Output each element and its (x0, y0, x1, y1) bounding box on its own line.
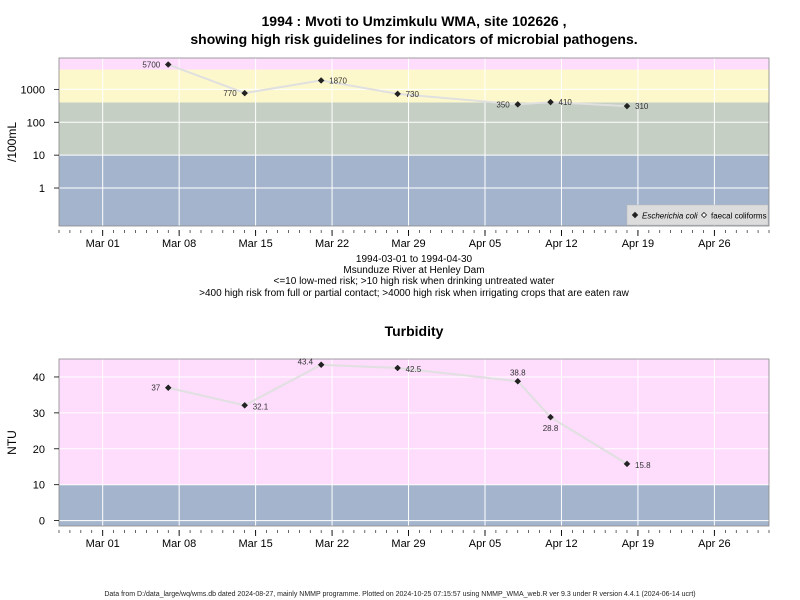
plot-frame (58, 57, 770, 227)
legend-marker-open (700, 211, 708, 219)
chart-subtitle: Msunduze River at Henley Dam (343, 265, 484, 276)
plot-frame (58, 358, 770, 527)
x-tick-label: Mar 29 (391, 538, 425, 550)
x-tick-label: Apr 05 (469, 538, 501, 550)
y-axis-title: /100mL (5, 122, 19, 162)
legend: Escherichia coli faecal coliforms (626, 204, 769, 226)
data-label: 15.8 (635, 461, 651, 470)
x-tick-label: Apr 19 (622, 538, 654, 550)
x-tick-label: Mar 08 (162, 238, 196, 250)
microbial-chart: 1994 : Mvoti to Umzimkulu WMA, site 1026… (5, 13, 770, 299)
risk-band (59, 359, 769, 485)
data-label: 5700 (142, 61, 160, 70)
data-label: 410 (559, 98, 573, 107)
data-point (317, 361, 325, 369)
footer-note: Data from D:/data_large/wq/wms.db dated … (104, 591, 695, 598)
chart-subtitle: <=10 low-med risk; >10 high risk when dr… (274, 276, 556, 287)
x-tick-label: Mar 15 (238, 538, 272, 550)
x-tick-label: Mar 08 (162, 538, 196, 550)
x-tick-label: Mar 22 (315, 238, 349, 250)
data-label: 43.4 (298, 358, 314, 367)
data-label: 1870 (329, 76, 347, 85)
x-tick-label: Mar 22 (315, 538, 349, 550)
legend-label: faecal coliforms (711, 212, 767, 221)
data-label: 37 (151, 384, 160, 393)
risk-band (59, 102, 769, 156)
data-point (514, 101, 522, 108)
data-point (514, 377, 522, 385)
data-point (623, 460, 631, 468)
chart-subtitle: 1994-03-01 to 1994-04-30 (356, 254, 473, 265)
y-axis-title: NTU (5, 430, 19, 455)
x-tick-label: Mar 01 (86, 538, 120, 550)
data-label: 28.8 (543, 424, 559, 433)
data-point (547, 98, 554, 106)
y-tick-label: 40 (33, 372, 45, 384)
risk-band (59, 484, 769, 526)
y-tick-label: 10 (33, 480, 45, 492)
data-point (394, 364, 401, 372)
data-point (623, 102, 631, 110)
chart-title: showing high risk guidelines for indicat… (190, 31, 637, 47)
data-point (241, 89, 249, 97)
data-label: 42.5 (406, 365, 422, 374)
y-tick-label: 10 (33, 150, 45, 162)
y-tick-label: 1000 (21, 84, 45, 96)
risk-band (59, 58, 769, 70)
x-tick-label: Mar 29 (391, 238, 425, 250)
data-label: 350 (496, 100, 510, 109)
risk-band (59, 69, 769, 103)
chart-title: Turbidity (385, 323, 444, 339)
data-point (317, 77, 325, 84)
turbidity-chart: Turbidity 0 10 20 30 40 NTU Mar 01 Mar 08 Mar 15 M… (5, 323, 770, 550)
x-tick-label: Apr 19 (622, 238, 654, 250)
data-point (241, 401, 249, 409)
x-tick-label: Mar 15 (238, 238, 272, 250)
y-tick-label: 100 (27, 117, 45, 129)
x-tick-label: Apr 26 (698, 538, 730, 550)
chart-title: 1994 : Mvoti to Umzimkulu WMA, site 1026… (262, 13, 567, 29)
y-tick-label: 1 (39, 183, 45, 195)
legend-box (626, 204, 769, 226)
legend-label: Escherichia coli (642, 212, 698, 221)
x-tick-label: Apr 05 (469, 238, 501, 250)
chart-subtitle: >400 high risk from full or partial cont… (199, 288, 629, 299)
data-label: 38.8 (510, 368, 526, 377)
data-point (164, 61, 172, 68)
data-label: 310 (635, 102, 649, 111)
data-point (164, 384, 172, 392)
data-label: 32.1 (253, 402, 269, 411)
x-tick-label: Apr 26 (698, 238, 730, 250)
y-tick-label: 20 (33, 444, 45, 456)
legend-marker-filled (631, 211, 639, 219)
data-point (547, 413, 554, 421)
data-label: 730 (406, 90, 420, 99)
y-tick-label: 30 (33, 408, 45, 420)
x-tick-label: Apr 12 (545, 538, 577, 550)
data-point (394, 90, 401, 98)
data-label: 770 (223, 89, 237, 98)
x-tick-label: Mar 01 (86, 238, 120, 250)
x-tick-label: Apr 12 (545, 238, 577, 250)
y-tick-label: 0 (39, 516, 45, 528)
